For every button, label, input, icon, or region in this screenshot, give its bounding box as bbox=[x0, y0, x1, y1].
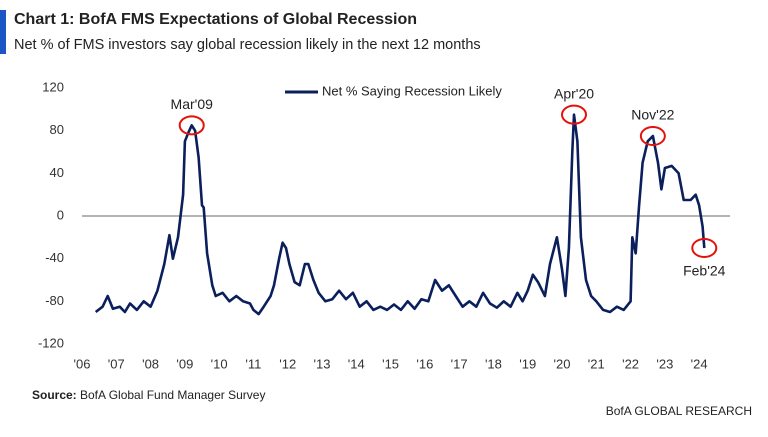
x-tick-label: '13 bbox=[314, 356, 331, 371]
annotation-circle bbox=[178, 115, 205, 136]
y-tick-label: 80 bbox=[50, 122, 64, 137]
legend-label: Net % Saying Recession Likely bbox=[322, 83, 502, 98]
y-tick-label: -80 bbox=[45, 293, 64, 308]
y-tick-label: 120 bbox=[42, 79, 64, 94]
x-tick-label: '17 bbox=[451, 356, 468, 371]
y-tick-label: -120 bbox=[38, 335, 64, 350]
annotation-label: Apr'20 bbox=[554, 85, 594, 101]
annotation-circle bbox=[691, 238, 718, 258]
annotation-label: Nov'22 bbox=[631, 107, 674, 123]
x-tick-label: '11 bbox=[245, 356, 261, 371]
footer: BofA GLOBAL RESEARCH bbox=[606, 404, 752, 418]
x-tick-label: '16 bbox=[416, 356, 433, 371]
x-tick-label: '23 bbox=[656, 356, 673, 371]
x-tick-label: '22 bbox=[622, 356, 639, 371]
x-tick-label: '18 bbox=[485, 356, 502, 371]
source-label: Source: bbox=[32, 388, 77, 402]
x-tick-label: '24 bbox=[691, 356, 708, 371]
x-tick-label: '08 bbox=[142, 356, 159, 371]
y-tick-label: 0 bbox=[57, 207, 64, 222]
x-tick-label: '14 bbox=[348, 356, 365, 371]
annotation-circle bbox=[561, 104, 587, 125]
series-line bbox=[94, 113, 706, 316]
x-tick-label: '10 bbox=[211, 356, 228, 371]
x-tick-label: '21 bbox=[588, 356, 605, 371]
x-tick-label: '19 bbox=[519, 356, 536, 371]
y-tick-label: -40 bbox=[45, 250, 64, 265]
x-tick-label: '12 bbox=[279, 356, 296, 371]
annotation-label: Mar'09 bbox=[171, 96, 214, 112]
title-accent bbox=[0, 10, 6, 54]
y-tick-label: 40 bbox=[50, 165, 64, 180]
x-tick-label: '09 bbox=[176, 356, 193, 371]
x-tick-label: '15 bbox=[382, 356, 399, 371]
source: BofA Global Fund Manager Survey bbox=[80, 388, 265, 402]
chart-title: Chart 1: BofA FMS Expectations of Global… bbox=[14, 11, 417, 28]
x-tick-label: '20 bbox=[554, 356, 571, 371]
chart-subtitle: Net % of FMS investors say global recess… bbox=[14, 37, 481, 53]
annotation-label: Feb'24 bbox=[683, 263, 726, 279]
annotation-circle bbox=[639, 126, 666, 146]
x-tick-label: '06 bbox=[74, 356, 91, 371]
x-tick-label: '07 bbox=[108, 356, 125, 371]
